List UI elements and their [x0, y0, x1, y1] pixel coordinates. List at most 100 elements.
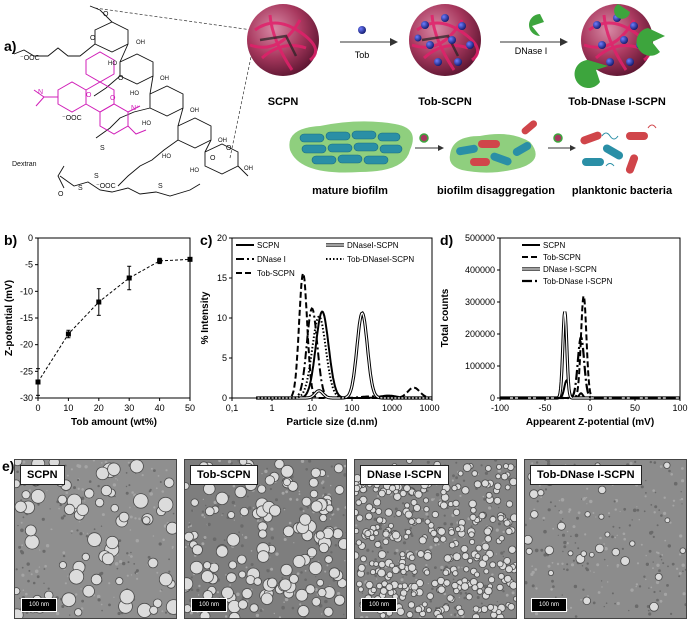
tem-grain — [366, 571, 370, 575]
y-tick-label: 20 — [217, 233, 227, 243]
tem-grain — [201, 510, 205, 513]
tem-particle — [355, 485, 360, 492]
tem-grain — [133, 563, 136, 565]
tem-grain — [592, 601, 596, 605]
tem-particle — [102, 553, 114, 565]
tem-grain — [129, 506, 131, 509]
tem-particle — [408, 602, 415, 608]
tem-particle — [498, 573, 504, 579]
tem-particle — [595, 544, 604, 553]
tem-particle — [239, 571, 246, 578]
tem-grain — [595, 516, 597, 518]
tem-particle — [31, 489, 45, 503]
tem-grain — [164, 611, 168, 614]
tem-grain — [330, 551, 333, 554]
y-tick-label: 15 — [217, 273, 227, 283]
tem-grain — [429, 545, 433, 549]
tem-grain — [673, 481, 678, 486]
tem-grain — [59, 503, 62, 507]
tem-grain — [656, 598, 659, 602]
tem-grain — [652, 567, 654, 570]
panel-label-d: d) — [440, 232, 454, 248]
tem-grain — [672, 504, 675, 507]
tem-grain — [652, 535, 655, 538]
x-tick-label: 100 — [672, 403, 687, 413]
tem-grain — [531, 584, 535, 588]
tem-grain — [18, 545, 22, 549]
tem-grain — [482, 495, 485, 498]
y-tick-label: 0 — [490, 393, 495, 403]
tem-grain — [76, 464, 80, 468]
tem-particle — [185, 532, 194, 541]
tem-grain — [547, 564, 551, 568]
tem-grain — [61, 605, 65, 608]
tem-particle — [479, 560, 487, 568]
tem-grain — [502, 530, 505, 534]
x-axis-label: Particle size (d.nm) — [286, 417, 377, 428]
tem-particle — [22, 491, 30, 499]
data-point — [157, 258, 163, 264]
tem-particle — [15, 480, 20, 488]
tem-grain — [126, 574, 129, 577]
tem-grain — [614, 508, 617, 511]
panel-label-c: c) — [200, 232, 213, 248]
tem-grain — [581, 565, 584, 567]
rhodamine-dye — [33, 51, 147, 135]
tem-particle — [137, 603, 152, 618]
tem-particle — [309, 478, 318, 487]
tem-grain — [470, 525, 473, 528]
tem-grain — [572, 559, 575, 562]
legend-label: SCPN — [543, 241, 565, 250]
tem-particle — [267, 578, 277, 588]
tem-particle — [222, 587, 233, 599]
tem-grain — [203, 516, 206, 518]
tem-particle — [507, 464, 514, 471]
tem-grain — [568, 508, 572, 512]
tem-grain — [233, 519, 235, 521]
tem-particle — [227, 533, 240, 546]
ooc-top-label: ⁻OOC — [20, 55, 40, 62]
tem-grain — [64, 582, 67, 585]
tem-grain — [540, 496, 542, 498]
tem-grain — [619, 510, 621, 513]
tem-particle — [88, 533, 101, 547]
tem-grain — [19, 549, 23, 553]
tem-grain — [255, 613, 260, 618]
tem-particle — [166, 522, 176, 534]
tem-particle — [329, 568, 340, 578]
tem-particle — [203, 590, 213, 600]
tem-particle — [477, 589, 483, 594]
tem-grain — [605, 602, 608, 604]
tem-particle — [158, 497, 173, 512]
tem-particle — [417, 551, 424, 557]
tem-grain — [636, 506, 638, 508]
data-point — [187, 256, 193, 262]
tem-grain — [152, 535, 155, 537]
tem-particle — [369, 561, 375, 566]
tem-particle — [254, 578, 262, 585]
tem-particle — [237, 555, 246, 564]
particle-tob-scpn — [409, 4, 481, 76]
tem-particle — [69, 569, 84, 584]
tem-grain — [75, 593, 78, 596]
tem-grain — [117, 479, 119, 481]
tem-particle — [378, 490, 385, 497]
tem-grain — [304, 578, 307, 581]
svg-text:O: O — [86, 92, 92, 99]
dextran-structure — [13, 5, 249, 197]
tem-grain — [494, 460, 498, 462]
tem-grain — [238, 531, 240, 534]
tem-grain — [225, 574, 227, 576]
x-tick-label: 100 — [344, 403, 359, 413]
tem-particle — [404, 534, 409, 539]
tem-grain — [448, 562, 450, 564]
tem-grain — [27, 579, 30, 583]
tem-grain — [232, 484, 236, 488]
tem-particle — [153, 599, 162, 608]
tem-grain — [681, 563, 685, 567]
tem-particle — [373, 499, 381, 506]
tem-grain — [25, 592, 28, 596]
tem-particle — [275, 460, 284, 469]
tem-grain — [682, 592, 686, 596]
tem-grain — [58, 507, 60, 510]
